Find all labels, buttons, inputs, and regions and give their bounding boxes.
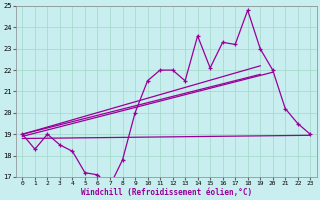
X-axis label: Windchill (Refroidissement éolien,°C): Windchill (Refroidissement éolien,°C) <box>81 188 252 197</box>
